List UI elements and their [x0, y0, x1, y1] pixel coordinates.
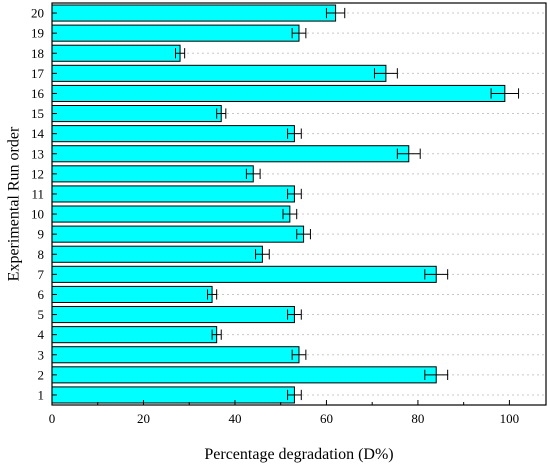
y-axis-title: Experimental Run order [6, 126, 23, 281]
bars [51, 4, 506, 404]
bar-run-3 [51, 346, 300, 364]
y-tick-label: 6 [38, 287, 45, 302]
x-tick-label: 20 [137, 411, 150, 426]
bar-run-13 [51, 145, 410, 163]
bar-run-11 [51, 185, 295, 203]
bar-run-6 [51, 285, 213, 303]
y-tick-label: 10 [31, 207, 44, 222]
y-tick-label: 19 [31, 26, 44, 41]
bar-run-8 [51, 245, 263, 263]
y-tick-label: 4 [38, 327, 45, 342]
x-tick-label: 40 [228, 411, 241, 426]
bar-run-2 [51, 366, 437, 384]
y-tick-label: 16 [31, 86, 45, 101]
bar-run-15 [51, 105, 222, 123]
x-tick-label: 60 [320, 411, 333, 426]
y-tick-label: 20 [31, 6, 44, 21]
bar-run-5 [51, 306, 295, 324]
bar-run-9 [51, 225, 305, 243]
y-tick-label: 9 [38, 227, 45, 242]
y-tick-label: 5 [38, 307, 45, 322]
bar-run-19 [51, 24, 300, 42]
bar-run-4 [51, 326, 218, 344]
plot-frame [51, 2, 547, 406]
x-tick-label: 0 [49, 411, 56, 426]
bar-run-14 [51, 125, 295, 143]
error-bars [175, 7, 520, 401]
y-tick-label: 15 [31, 106, 44, 121]
bar-run-18 [51, 44, 181, 62]
y-tick-label: 1 [38, 387, 45, 402]
y-tick-label: 17 [31, 66, 45, 81]
bar-run-12 [51, 165, 254, 183]
y-tick-label: 12 [31, 166, 44, 181]
y-tick-label: 11 [31, 186, 44, 201]
y-tick-label: 18 [31, 46, 44, 61]
bar-run-7 [51, 265, 437, 283]
y-tick-label: 13 [31, 146, 44, 161]
bar-run-10 [51, 205, 291, 223]
x-axis-title: Percentage degradation (D%) [204, 446, 393, 463]
y-tick-label: 8 [38, 247, 45, 262]
bar-run-20 [51, 4, 337, 22]
y-tick-label: 3 [38, 347, 45, 362]
x-axis-ticks: 0 20 40 60 80 100 [49, 400, 519, 426]
x-tick-label: 100 [500, 411, 520, 426]
x-tick-label: 80 [411, 411, 424, 426]
bar-run-17 [51, 64, 387, 82]
y-tick-label: 2 [38, 367, 45, 382]
y-tick-label: 14 [31, 126, 45, 141]
y-tick-label: 7 [38, 267, 45, 282]
bar-run-1 [51, 386, 295, 404]
bar-run-16 [51, 84, 506, 102]
